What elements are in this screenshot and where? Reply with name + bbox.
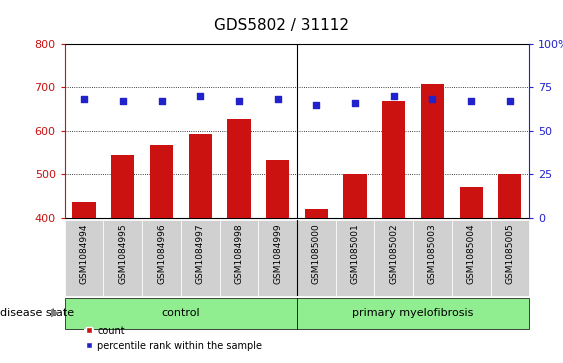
Text: GSM1084996: GSM1084996 <box>157 223 166 284</box>
Point <box>196 93 205 99</box>
Bar <box>336 220 374 296</box>
Point <box>79 97 88 102</box>
Bar <box>382 101 405 218</box>
Text: GSM1084999: GSM1084999 <box>273 223 282 284</box>
Text: GSM1085001: GSM1085001 <box>351 223 360 284</box>
Bar <box>181 220 220 296</box>
Bar <box>104 220 142 296</box>
Point <box>506 98 515 104</box>
Text: GSM1085004: GSM1085004 <box>467 223 476 284</box>
Bar <box>73 202 96 218</box>
Bar <box>305 209 328 218</box>
Text: GSM1084998: GSM1084998 <box>234 223 243 284</box>
Text: GSM1084997: GSM1084997 <box>196 223 205 284</box>
Text: GSM1085000: GSM1085000 <box>312 223 321 284</box>
Text: disease state: disease state <box>0 308 74 318</box>
Text: GSM1084995: GSM1084995 <box>118 223 127 284</box>
Bar <box>374 220 413 296</box>
Bar <box>142 220 181 296</box>
Point <box>428 97 437 102</box>
Point <box>351 100 360 106</box>
Bar <box>343 174 367 218</box>
Point <box>312 102 321 107</box>
Point <box>389 93 398 99</box>
Point <box>234 98 243 104</box>
Point <box>157 98 166 104</box>
Bar <box>266 160 289 218</box>
Point <box>273 97 282 102</box>
Bar <box>452 220 490 296</box>
Text: ▶: ▶ <box>51 308 59 318</box>
Bar <box>421 84 444 218</box>
Bar <box>297 220 336 296</box>
Text: GSM1085002: GSM1085002 <box>389 223 398 284</box>
Bar <box>111 155 135 218</box>
Bar <box>150 144 173 218</box>
Bar <box>459 187 482 218</box>
Text: primary myelofibrosis: primary myelofibrosis <box>352 308 474 318</box>
Text: GSM1085005: GSM1085005 <box>506 223 515 284</box>
Bar <box>297 298 529 329</box>
Text: GSM1084994: GSM1084994 <box>79 223 88 284</box>
Bar <box>227 119 251 218</box>
Bar <box>65 220 104 296</box>
Bar <box>258 220 297 296</box>
Bar <box>490 220 529 296</box>
Bar <box>189 134 212 218</box>
Text: control: control <box>162 308 200 318</box>
Bar <box>413 220 452 296</box>
Legend: count, percentile rank within the sample: count, percentile rank within the sample <box>81 322 266 355</box>
Text: GDS5802 / 31112: GDS5802 / 31112 <box>214 18 349 33</box>
Text: GSM1085003: GSM1085003 <box>428 223 437 284</box>
Point <box>467 98 476 104</box>
Bar <box>65 298 297 329</box>
Bar <box>498 174 521 218</box>
Point <box>118 98 127 104</box>
Bar <box>220 220 258 296</box>
